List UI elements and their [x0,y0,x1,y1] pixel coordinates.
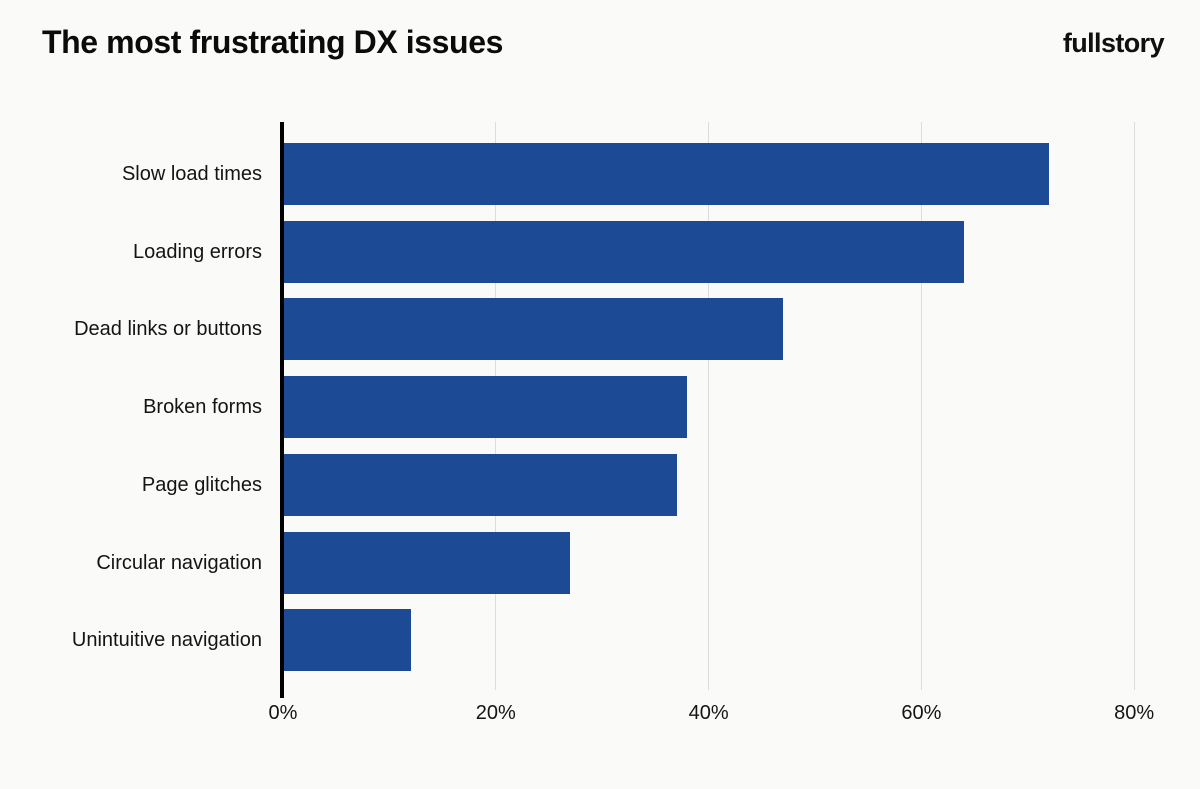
category-label: Page glitches [141,473,262,496]
y-axis-line [280,122,284,698]
bar [284,609,411,672]
gridline-80pct [1133,122,1135,690]
category-label: Loading errors [133,240,262,263]
x-tick-label: 60% [901,702,942,724]
bar [284,453,677,516]
category-label: Circular navigation [96,551,262,574]
bar [284,531,570,594]
x-tick-label: 20% [475,702,516,724]
x-tick-label: 40% [688,702,729,724]
x-tick-label: 0% [268,702,298,724]
category-label: Unintuitive navigation [71,629,262,652]
bar [284,143,1049,205]
fullstory-logo: fullstory [1062,28,1165,58]
bar [284,376,687,439]
x-tick-label: 80% [1114,702,1155,724]
gridline-60pct [920,122,922,690]
category-label: Slow load times [121,163,262,185]
bar [284,220,964,283]
gridline-40pct [708,122,710,690]
category-label: Broken forms [143,396,262,419]
chart-title: The most frustrating DX issues [42,24,503,60]
bar [284,298,783,361]
category-label: Dead links or buttons [74,318,262,341]
